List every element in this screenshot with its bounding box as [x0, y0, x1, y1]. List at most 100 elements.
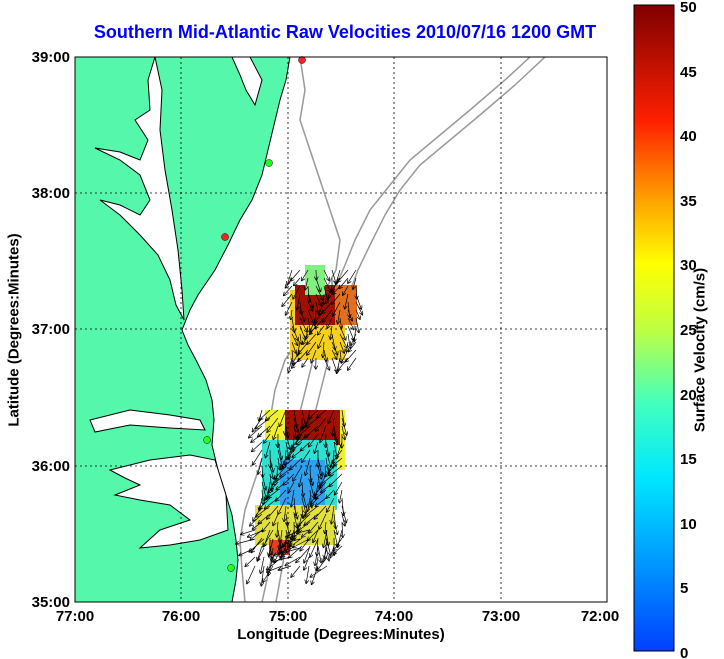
velocity-arrow — [303, 333, 309, 344]
colorbar-tick-label: 40 — [680, 128, 697, 145]
velocity-arrow — [291, 317, 295, 332]
velocity-arrow — [314, 505, 327, 519]
velocity-arrow — [297, 293, 301, 310]
velocity-arrow — [284, 285, 293, 296]
velocity-arrow — [300, 301, 302, 314]
velocity-arrow — [304, 545, 311, 563]
velocity-arrow — [338, 309, 341, 324]
velocity-arrow — [318, 333, 325, 348]
colorbar-label: Surface Velocity (cm/s) — [691, 267, 709, 433]
velocity-arrows — [236, 269, 363, 586]
velocity-arrow — [315, 293, 321, 306]
velocity-arrow — [327, 317, 333, 328]
velocity-arrow — [249, 538, 265, 552]
velocity-arrow — [299, 317, 307, 332]
velocity-arrow — [301, 497, 306, 514]
velocity-arrow — [325, 441, 329, 456]
velocity-arrow — [332, 293, 341, 304]
velocity-arrow — [331, 349, 337, 359]
velocity-arrow — [306, 417, 319, 427]
velocity-arrow — [267, 417, 279, 432]
velocity-arrow — [337, 529, 343, 547]
velocity-arrow — [307, 293, 313, 308]
velocity-arrow — [315, 285, 323, 300]
velocity-arrow — [327, 497, 335, 512]
velocity-arrow — [310, 538, 319, 557]
velocity-arrow — [326, 489, 335, 498]
map-title: Southern Mid-Atlantic Raw Velocities 201… — [93, 22, 597, 42]
colorbar — [633, 4, 675, 652]
x-tick-label: 73:00 — [482, 608, 520, 625]
velocity-arrow — [348, 341, 357, 352]
velocity-arrow — [340, 317, 342, 328]
velocity-arrow — [301, 489, 306, 507]
x-tick-label: 72:00 — [581, 608, 619, 625]
velocity-arrow — [293, 417, 298, 432]
velocity-arrow — [305, 457, 311, 475]
x-tick-label: 74:00 — [375, 608, 413, 625]
velocity-arrow — [311, 349, 317, 363]
velocity-arrow — [257, 547, 265, 561]
velocity-arrow — [263, 565, 274, 582]
velocity-arrow — [263, 529, 274, 547]
colorbar-tick-label: 0 — [680, 645, 688, 659]
velocity-arrow — [331, 357, 337, 372]
chesapeake-bay — [94, 57, 185, 321]
velocity-arrow — [271, 547, 273, 561]
velocity-arrow — [273, 513, 279, 526]
velocity-arrow — [337, 357, 341, 374]
velocity-arrow — [261, 565, 265, 586]
velocity-field — [255, 265, 357, 555]
velocity-arrow — [262, 489, 263, 505]
velocity-arrow — [267, 556, 283, 570]
velocity-arrow — [258, 425, 271, 437]
velocity-arrow — [264, 433, 271, 443]
velocity-arrow — [300, 333, 301, 344]
velocity-arrow — [266, 409, 279, 421]
colorbar-tick-label: 10 — [680, 516, 697, 533]
velocity-arrow — [333, 545, 343, 554]
velocity-arrow — [304, 556, 310, 570]
colorbar-tick-label: 30 — [680, 257, 697, 274]
velocity-arrow — [325, 521, 326, 534]
albemarle-sound — [89, 409, 206, 433]
velocity-arrow — [307, 301, 313, 311]
velocity-arrow — [293, 505, 297, 519]
y-tick-label: 38:00 — [32, 185, 70, 202]
velocity-arrow — [346, 341, 348, 352]
y-tick-labels: 39:00 38:00 37:00 36:00 35:00 — [32, 49, 70, 611]
velocity-arrow — [284, 505, 286, 522]
velocity-arrow — [331, 341, 338, 355]
velocity-arrow — [291, 489, 295, 507]
velocity-arrow — [341, 505, 346, 523]
velocity-arrow — [288, 357, 293, 373]
velocity-arrow — [313, 529, 319, 542]
velocity-arrow — [315, 417, 327, 431]
velocity-arrow — [319, 301, 325, 315]
velocity-arrow — [317, 556, 328, 571]
velocity-arrow — [342, 521, 343, 537]
colorbar-tick-label: 15 — [680, 451, 697, 468]
velocity-arrow — [236, 538, 256, 544]
velocity-arrow — [323, 309, 333, 322]
velocity-arrow — [319, 513, 327, 529]
velocity-arrow — [346, 349, 357, 362]
velocity-arrow — [333, 457, 343, 465]
velocity-arrow — [347, 317, 354, 330]
velocity-arrow — [277, 521, 278, 537]
velocity-arrow — [307, 309, 314, 323]
velocity-arrow — [348, 269, 357, 283]
velocity-arrow — [285, 433, 290, 449]
velocity-arrow — [333, 521, 337, 534]
velocity-arrow — [279, 529, 283, 550]
velocity-arrow — [307, 529, 319, 541]
velocity-arrow — [289, 545, 303, 558]
velocity-arrow — [314, 441, 319, 453]
velocity-arrow — [286, 513, 288, 526]
velocity-arrow — [325, 465, 335, 477]
x-axis-label: Longitude (Degrees:Minutes) — [237, 626, 445, 643]
velocity-arrow — [267, 505, 279, 519]
velocity-arrow — [286, 425, 288, 437]
velocity-arrow — [269, 538, 274, 557]
